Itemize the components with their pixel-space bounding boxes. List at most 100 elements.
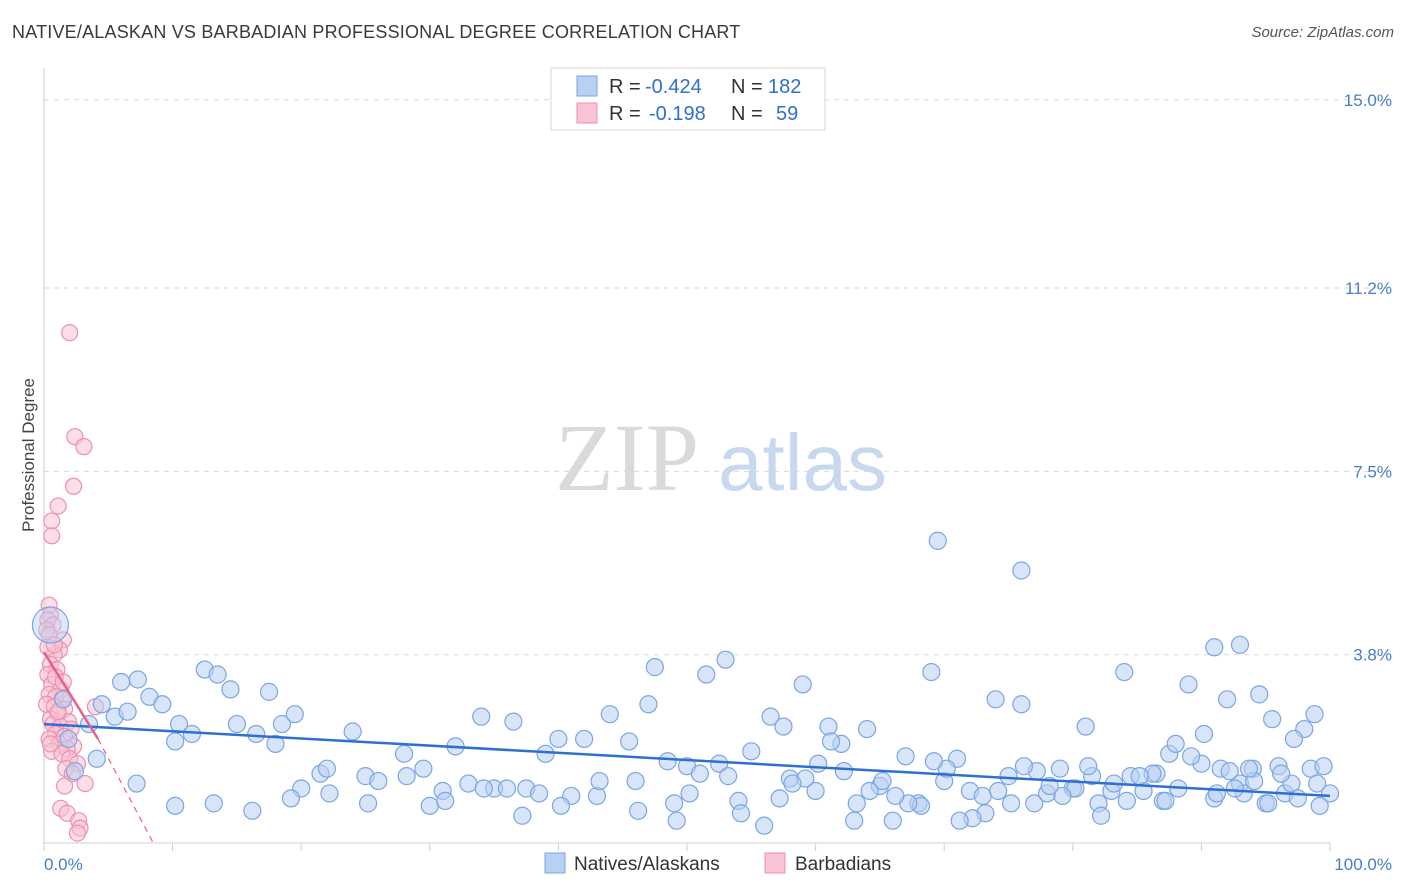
natives-point	[112, 672, 131, 692]
natives-point	[272, 714, 292, 734]
natives-point	[719, 767, 738, 786]
source-label: Source: ZipAtlas.com	[1251, 24, 1394, 41]
legend-box: R = -0.424 N = 182 R = -0.198 N = 59	[550, 67, 826, 131]
y-tick-labels: 3.8% 7.5% 11.2% 15.0%	[1344, 91, 1392, 665]
legend-n-label-natives: N =	[731, 76, 763, 98]
barbadians-trendline	[42, 651, 100, 740]
natives-point	[204, 794, 223, 813]
natives-point	[1220, 762, 1239, 781]
natives-point	[857, 719, 877, 739]
natives-point	[504, 712, 523, 731]
natives-point	[247, 724, 266, 744]
natives-point	[59, 729, 78, 749]
legend-r-value-barbadians: -0.198	[649, 103, 706, 125]
natives-point	[710, 754, 729, 773]
natives-point	[343, 722, 362, 741]
natives-point	[1079, 757, 1098, 776]
natives-point	[806, 781, 825, 801]
natives-point	[166, 732, 185, 751]
natives-point	[590, 771, 609, 791]
gridlines	[44, 99, 1392, 656]
natives-point	[551, 796, 571, 815]
natives-point	[1308, 774, 1327, 793]
natives-point	[665, 794, 684, 813]
natives-point	[587, 786, 607, 806]
natives-point	[128, 670, 147, 689]
natives-point	[118, 702, 137, 721]
natives-point	[92, 695, 111, 714]
natives-point	[1259, 794, 1278, 813]
natives-point	[928, 531, 947, 550]
natives-point	[259, 682, 279, 701]
natives-point	[397, 767, 416, 786]
bottom-legend-natives: Natives/Alaskans	[574, 854, 720, 875]
natives-point	[436, 791, 455, 810]
natives-point	[208, 665, 227, 684]
barbadians-point	[76, 774, 94, 793]
natives-point	[716, 650, 735, 669]
natives-point	[883, 811, 902, 830]
natives-point	[530, 784, 549, 803]
natives-trendline	[43, 722, 1331, 798]
natives-point	[690, 764, 709, 783]
natives-point	[1012, 695, 1031, 714]
natives-point	[394, 744, 414, 763]
natives-point	[834, 762, 853, 781]
natives-point	[1001, 794, 1021, 813]
y-tick-label: 11.2%	[1345, 279, 1392, 298]
natives-point	[182, 724, 201, 744]
natives-point	[1205, 638, 1224, 657]
watermark-atlas: atlas	[718, 418, 887, 507]
natives-point	[860, 781, 879, 801]
natives-point	[459, 774, 478, 793]
natives-point	[1207, 784, 1226, 803]
natives-point	[243, 801, 262, 820]
natives-point	[221, 680, 240, 699]
natives-point	[1014, 757, 1034, 776]
natives-point	[1250, 685, 1269, 704]
barbadians-point	[64, 477, 83, 495]
natives-point	[513, 806, 532, 825]
natives-point	[1272, 764, 1291, 783]
natives-point	[847, 794, 866, 813]
natives-point	[986, 690, 1005, 709]
natives-point	[1156, 791, 1175, 810]
natives-point	[414, 759, 433, 778]
natives-point	[474, 779, 493, 798]
natives-point	[742, 742, 761, 761]
natives-point	[127, 774, 146, 793]
natives-point	[1263, 710, 1282, 729]
natives-point	[819, 717, 838, 736]
natives-point	[1115, 662, 1134, 682]
legend-swatch-natives	[576, 75, 598, 97]
barbadians-point	[75, 438, 93, 456]
natives-point	[600, 705, 619, 724]
barbadians-trendline-extension	[97, 738, 154, 844]
natives-point	[87, 749, 106, 768]
natives-point	[886, 786, 905, 806]
bottom-legend-swatch-barbadians	[764, 852, 786, 874]
natives-point	[536, 744, 555, 763]
natives-point	[472, 707, 491, 726]
watermark-zip: ZIP	[555, 404, 699, 511]
natives-point	[1284, 729, 1304, 749]
bottom-legend: Natives/Alaskans Barbadians	[544, 852, 891, 875]
natives-point	[65, 762, 84, 781]
natives-points	[31, 531, 1340, 835]
x-tick-label-min: 0.0%	[44, 855, 83, 874]
natives-point	[266, 734, 285, 754]
barbadians-point	[43, 512, 61, 530]
natives-point	[320, 784, 339, 803]
natives-point	[1130, 767, 1149, 786]
natives-point	[1117, 791, 1136, 810]
natives-point	[1053, 786, 1072, 806]
y-tick-label: 15.0%	[1344, 91, 1392, 110]
natives-point	[1239, 759, 1259, 778]
natives-point	[31, 606, 70, 644]
natives-point	[1230, 635, 1250, 654]
natives-point	[1025, 794, 1044, 813]
barbadians-point	[41, 735, 60, 753]
natives-point	[166, 796, 185, 815]
legend-swatch-barbadians	[576, 102, 598, 124]
